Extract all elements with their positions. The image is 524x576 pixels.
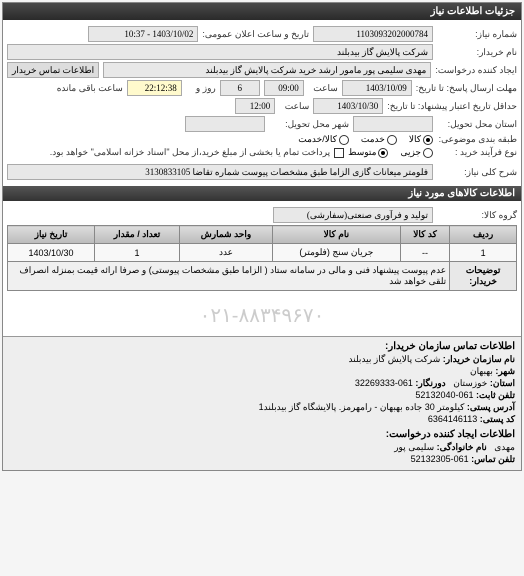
- radio-goods[interactable]: کالا: [409, 134, 433, 145]
- contact-header-1: اطلاعات تماس سازمان خریدار:: [9, 341, 515, 352]
- province-value: خوزستان: [453, 378, 487, 388]
- postal-addr-value: کیلومتر 30 جاده بهبهان - رامهرمز. پالایش…: [259, 402, 465, 412]
- org-label: نام سازمان خریدار:: [443, 354, 515, 364]
- org-value: شرکت پالایش گاز بیدبلند: [349, 354, 441, 364]
- remain-label: ساعت باقی مانده: [57, 83, 123, 94]
- radio-icon: [423, 148, 433, 158]
- province-label: استان:: [490, 378, 515, 388]
- validity-date-input: [313, 98, 383, 114]
- requester-input: [103, 62, 431, 78]
- city-input: [185, 116, 265, 132]
- process-note: پرداخت تمام یا بخشی از مبلغ خرید،از محل …: [50, 147, 330, 158]
- col-row: ردیف: [450, 226, 517, 244]
- fax-label: دورنگار:: [415, 378, 445, 388]
- time-label-2: ساعت: [279, 101, 309, 112]
- radio-icon: [387, 135, 397, 145]
- process-label: نوع فرآیند خرید :: [437, 147, 517, 158]
- group-label: گروه کالا:: [437, 210, 517, 221]
- col-name: نام کالا: [272, 226, 400, 244]
- panel-title: جزئیات اطلاعات نیاز: [3, 3, 521, 20]
- family-label: نام خانوادگی:: [437, 442, 487, 452]
- contact-header-2: اطلاعات ایجاد کننده درخواست:: [9, 429, 515, 440]
- col-code: کد کالا: [400, 226, 449, 244]
- packaging-label: طبقه بندی موضوعی:: [437, 134, 517, 145]
- col-date: تاریخ نیاز: [8, 226, 95, 244]
- location-label: استان محل تحویل:: [437, 119, 517, 130]
- table-row[interactable]: 1 -- جریان سنج (فلومتر) عدد 1 1403/10/30: [8, 244, 517, 262]
- phone-label: تلفن ثابت:: [476, 390, 515, 400]
- desc-label: شرح کلی نیاز:: [437, 167, 517, 178]
- items-table: ردیف کد کالا نام کالا واحد شمارش تعداد /…: [7, 225, 517, 291]
- radio-icon: [378, 148, 388, 158]
- city-label: شهر محل تحویل:: [269, 119, 349, 130]
- location-input: [353, 116, 433, 132]
- col-unit: واحد شمارش: [180, 226, 273, 244]
- family-value: سلیمی پور: [394, 442, 434, 452]
- pub-date-input: [88, 26, 198, 42]
- validity-label: حداقل تاریخ اعتبار پیشنهاد: تا تاریخ:: [387, 101, 517, 112]
- radio-mixed[interactable]: کالا/خدمت: [298, 134, 349, 145]
- watermark-phone: ۰۲۱-۸۸۳۴۹۶۷۰: [3, 295, 521, 336]
- radio-icon: [339, 135, 349, 145]
- table-note-row: توضیحات خریدار: عدم پیوست پیشنهاد فنی و …: [8, 262, 517, 291]
- buyer-label: نام خریدار:: [437, 47, 517, 58]
- deadline-label: مهلت ارسال پاسخ: تا تاریخ:: [416, 83, 517, 94]
- contact-button[interactable]: اطلاعات تماس خریدار: [7, 62, 99, 78]
- req-no-input: [313, 26, 433, 42]
- buyer-input: [7, 44, 433, 60]
- days-label: روز و: [186, 83, 216, 94]
- group-input: [273, 207, 433, 223]
- radio-small[interactable]: جزیی: [400, 147, 433, 158]
- days-input: [220, 80, 260, 96]
- deadline-time-input: [264, 80, 304, 96]
- req-no-label: شماره نیاز:: [437, 29, 517, 40]
- validity-time-input: [235, 98, 275, 114]
- contact-city-label: شهر:: [495, 366, 515, 376]
- deadline-date-input: [342, 80, 412, 96]
- phone-value: 061-52132040: [415, 390, 473, 400]
- fax-value: 061-32269333: [355, 378, 413, 388]
- col-qty: تعداد / مقدار: [94, 226, 179, 244]
- remain-time-input: [127, 80, 182, 96]
- items-header: اطلاعات کالاهای مورد نیاز: [3, 186, 521, 201]
- postal-code-value: 6364146113: [428, 414, 477, 424]
- radio-service[interactable]: خدمت: [361, 134, 397, 145]
- time-label-1: ساعت: [308, 83, 338, 94]
- pub-date-label: تاریخ و ساعت اعلان عمومی:: [202, 29, 309, 40]
- checkbox-treasury[interactable]: [334, 148, 344, 158]
- radio-medium[interactable]: متوسط: [348, 147, 388, 158]
- postal-code-label: کد پستی:: [480, 414, 515, 424]
- postal-addr-label: آدرس پستی:: [467, 402, 515, 412]
- radio-icon: [423, 135, 433, 145]
- requester-label: ایجاد کننده درخواست:: [435, 65, 517, 76]
- creator-name: مهدی: [494, 442, 515, 452]
- contact-city-value: بهبهان: [470, 366, 493, 376]
- tel-label: تلفن تماس:: [471, 454, 515, 464]
- tel-value: 061-52132305: [411, 454, 469, 464]
- desc-input: [7, 164, 433, 180]
